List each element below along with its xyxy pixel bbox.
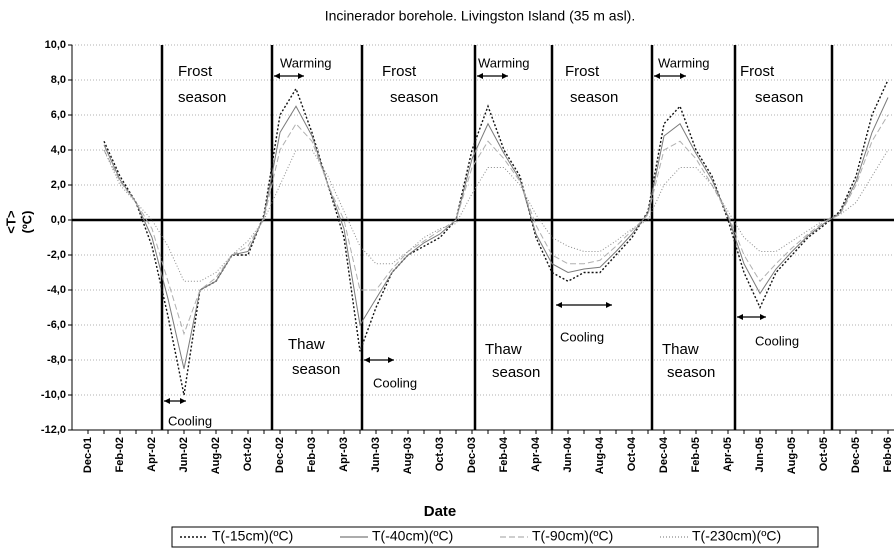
y-tick-label: 8,0: [51, 74, 66, 86]
x-tick-label: Apr-02: [146, 437, 158, 472]
arrow-head: [737, 314, 766, 320]
x-tick-label: Feb-04: [498, 436, 510, 472]
y-tick-label: -8,0: [47, 354, 66, 366]
chart-title: Incinerador borehole. Livingston Island …: [325, 8, 636, 24]
y-tick-label: 10,0: [45, 39, 66, 51]
annotation: season: [755, 89, 803, 106]
x-tick-label: Dec-03: [466, 437, 478, 473]
x-tick-label: Dec-02: [274, 437, 286, 473]
x-tick-label: Jun-04: [562, 436, 574, 472]
annotation: season: [178, 89, 226, 106]
legend-label: T(-15cm)(ºC): [212, 528, 293, 544]
x-tick-label: Dec-05: [850, 437, 862, 473]
annotation: season: [570, 89, 618, 106]
x-tick-label: Feb-02: [114, 437, 126, 472]
x-tick-label: Aug-02: [210, 437, 222, 474]
series-line: [103, 97, 889, 369]
y-tick-label: -12,0: [41, 424, 66, 436]
x-tick-label: Apr-05: [722, 437, 734, 472]
annotation: season: [292, 361, 340, 378]
annotation: Thaw: [288, 336, 325, 353]
annotation: season: [667, 364, 715, 381]
series-line: [103, 114, 889, 336]
x-axis-label: Date: [424, 503, 457, 520]
x-tick-label: Feb-05: [690, 437, 702, 472]
annotation: Frost: [178, 63, 213, 80]
arrow-head: [274, 73, 304, 79]
annotation: Cooling: [168, 413, 212, 428]
annotation: Frost: [740, 63, 775, 80]
legend-label: T(-230cm)(ºC): [692, 528, 781, 544]
annotation: Cooling: [560, 329, 604, 344]
y-tick-label: -10,0: [41, 389, 66, 401]
y-axis-label: <T>: [3, 210, 18, 234]
y-axis-label: (ºC): [19, 211, 34, 234]
x-tick-label: Aug-03: [402, 437, 414, 474]
annotation: Thaw: [485, 341, 522, 358]
x-tick-label: Jun-03: [370, 437, 382, 472]
x-tick-label: Oct-04: [626, 436, 638, 471]
annotation: Cooling: [755, 333, 799, 348]
series-line: [103, 79, 889, 396]
y-tick-label: -4,0: [47, 284, 66, 296]
x-tick-label: Oct-05: [818, 437, 830, 471]
annotation: Warming: [280, 55, 332, 70]
legend-box: [171, 526, 819, 548]
legend-label: T(-90cm)(ºC): [532, 528, 613, 544]
y-tick-label: -2,0: [47, 249, 66, 261]
x-tick-label: Dec-01: [82, 437, 94, 473]
x-tick-label: Dec-04: [658, 436, 670, 473]
annotation: Frost: [382, 63, 417, 80]
y-tick-label: 6,0: [51, 109, 66, 121]
y-tick-label: 0,0: [51, 214, 66, 226]
annotation: Thaw: [662, 341, 699, 358]
y-tick-label: 4,0: [51, 144, 66, 156]
x-tick-label: Jun-02: [178, 437, 190, 472]
x-tick-label: Apr-03: [338, 437, 350, 472]
annotation: Warming: [478, 55, 530, 70]
annotation: Warming: [658, 55, 710, 70]
x-tick-label: Aug-04: [594, 436, 606, 474]
x-tick-label: Jun-05: [754, 437, 766, 472]
x-tick-label: Aug-05: [786, 437, 798, 474]
x-tick-label: Feb-06: [882, 437, 894, 472]
annotation: season: [390, 89, 438, 106]
legend-label: T(-40cm)(ºC): [372, 528, 453, 544]
arrow-head: [556, 302, 612, 308]
annotation: season: [492, 364, 540, 381]
annotation: Cooling: [373, 375, 417, 390]
x-tick-label: Oct-02: [242, 437, 254, 471]
arrow-head: [364, 357, 394, 363]
x-tick-label: Oct-03: [434, 437, 446, 471]
y-tick-label: -6,0: [47, 319, 66, 331]
series-line: [103, 149, 889, 282]
y-tick-label: 2,0: [51, 179, 66, 191]
annotation: Frost: [565, 63, 600, 80]
x-tick-label: Apr-04: [530, 436, 542, 472]
arrow-head: [164, 398, 186, 404]
x-tick-label: Feb-03: [306, 437, 318, 472]
